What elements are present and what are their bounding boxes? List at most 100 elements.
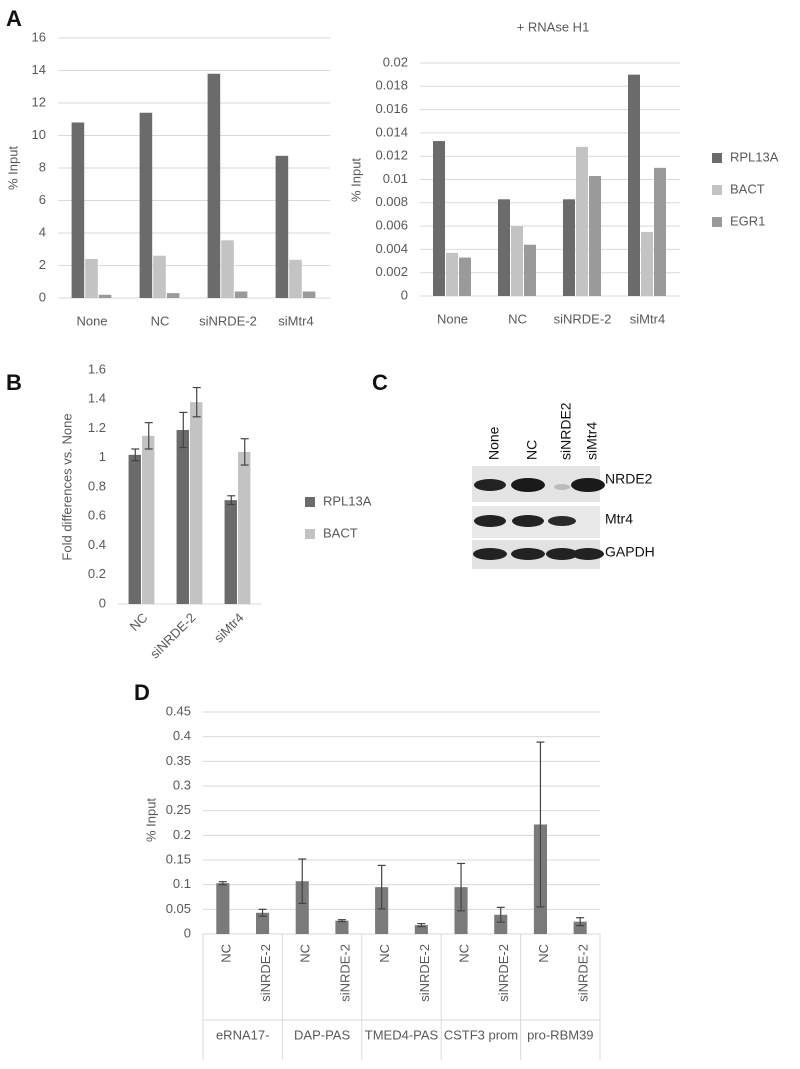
legend-swatch bbox=[712, 217, 722, 227]
bar bbox=[494, 914, 508, 934]
legend-label: RPL13A bbox=[730, 149, 779, 164]
bar bbox=[71, 122, 85, 298]
bar bbox=[654, 167, 666, 296]
y-axis-label: % Input bbox=[348, 158, 363, 202]
bar bbox=[433, 141, 445, 296]
error-bar bbox=[457, 862, 466, 912]
group-label: pro-RBM39 bbox=[527, 1027, 593, 1042]
bar bbox=[589, 176, 601, 296]
error-bar bbox=[536, 741, 545, 908]
y-axis-label: % Input bbox=[5, 146, 20, 190]
x-tick-label: None bbox=[437, 311, 468, 326]
error-bar bbox=[576, 917, 585, 927]
group-label: eRNA17- bbox=[216, 1027, 269, 1042]
bar bbox=[216, 883, 230, 934]
lane-label: None bbox=[486, 426, 502, 460]
bar bbox=[511, 226, 523, 296]
lane-label: NC bbox=[524, 440, 540, 460]
error-bar bbox=[337, 919, 346, 923]
chart: 0 0.05 0.1 0.15 0.2 0.25 0.3 0.35 0.4 0.45 % Input… bbox=[143, 703, 601, 1060]
chart-title: + RNAse H1 bbox=[517, 19, 590, 34]
y-tick-label: 0.05 bbox=[166, 901, 191, 916]
western-blot: None NC siNRDE2 siMtr4 NRDE2 Mtr4 GAPDH bbox=[472, 402, 655, 569]
row-label: GAPDH bbox=[605, 544, 655, 560]
bar bbox=[446, 252, 458, 296]
panel-letter: A bbox=[6, 6, 22, 31]
bar bbox=[224, 500, 237, 604]
bar bbox=[142, 435, 155, 604]
bar bbox=[459, 257, 471, 296]
x-tick-label: siNRDE-2 bbox=[258, 944, 273, 1002]
panel-letter: B bbox=[6, 370, 22, 395]
error-bar bbox=[131, 448, 140, 462]
y-tick-label: 0.016 bbox=[375, 101, 408, 116]
x-tick-label: siNRDE-2 bbox=[554, 311, 612, 326]
bar bbox=[275, 155, 289, 298]
band bbox=[511, 548, 545, 560]
bar bbox=[302, 291, 316, 298]
error-bar bbox=[298, 858, 307, 905]
legend-swatch bbox=[712, 153, 722, 163]
y-tick-label: 0.014 bbox=[375, 124, 408, 139]
error-bar bbox=[227, 495, 236, 506]
bar bbox=[641, 231, 653, 296]
bar bbox=[85, 259, 98, 298]
bar bbox=[375, 887, 389, 934]
bar bbox=[128, 454, 141, 604]
bar bbox=[255, 912, 270, 934]
y-tick-label: 0.008 bbox=[375, 194, 408, 209]
error-bar bbox=[377, 864, 386, 910]
group-label: TMED4-PAS bbox=[365, 1027, 439, 1042]
y-tick-label: 0.3 bbox=[173, 777, 191, 792]
y-tick-label: 0.4 bbox=[88, 537, 106, 552]
bar bbox=[295, 881, 309, 934]
error-bar bbox=[179, 411, 188, 449]
x-tick-label: siNRDE-2 bbox=[199, 313, 257, 328]
band bbox=[571, 478, 605, 492]
chart: 0 2 4 6 8 10 12 14 16 % Input None NC siNRDE-2 siMtr4 bbox=[5, 29, 330, 328]
y-tick-label: 0.4 bbox=[173, 728, 191, 743]
band bbox=[511, 478, 545, 492]
bar bbox=[153, 255, 166, 298]
bar bbox=[628, 74, 640, 297]
y-tick-label: 0.45 bbox=[166, 703, 191, 718]
x-tick-label: NC bbox=[127, 610, 151, 634]
x-tick-label: siNRDE-2 bbox=[576, 944, 591, 1002]
band bbox=[554, 484, 570, 490]
legend-label: RPL13A bbox=[323, 493, 372, 508]
y-tick-label: 0 bbox=[401, 287, 408, 302]
band bbox=[474, 515, 506, 527]
band bbox=[474, 479, 506, 491]
y-tick-label: 1.4 bbox=[88, 391, 106, 406]
bar bbox=[498, 199, 510, 296]
chart: 0 0.002 0.004 0.006 0.008 0.01 0.012 0.014 0.016… bbox=[348, 19, 778, 326]
bar bbox=[139, 112, 153, 298]
y-tick-label: 1 bbox=[99, 449, 106, 464]
x-tick-label: NC bbox=[298, 944, 313, 963]
legend-swatch bbox=[305, 529, 315, 539]
y-tick-label: 1.2 bbox=[88, 420, 106, 435]
x-tick-label: NC bbox=[508, 311, 527, 326]
y-tick-label: 6 bbox=[39, 192, 46, 207]
bar bbox=[576, 146, 588, 296]
band bbox=[546, 548, 578, 560]
y-axis-label: % Input bbox=[143, 798, 158, 842]
x-tick-label: siMtr4 bbox=[211, 610, 247, 646]
y-tick-label: 0.01 bbox=[383, 171, 408, 186]
x-tick-label: siMtr4 bbox=[278, 313, 313, 328]
error-bar bbox=[496, 906, 505, 923]
y-tick-label: 0.2 bbox=[173, 827, 191, 842]
bar bbox=[234, 291, 248, 298]
x-tick-label: siMtr4 bbox=[630, 311, 665, 326]
y-tick-label: 0 bbox=[184, 925, 191, 940]
y-tick-label: 0.002 bbox=[375, 264, 408, 279]
legend-label: BACT bbox=[730, 181, 765, 196]
band bbox=[548, 516, 576, 526]
legend-swatch bbox=[305, 497, 315, 507]
x-tick-label: NC bbox=[536, 944, 551, 963]
x-tick-label: NC bbox=[456, 944, 471, 963]
y-tick-label: 1.6 bbox=[88, 361, 106, 376]
legend-swatch bbox=[712, 185, 722, 195]
panel-letter: C bbox=[372, 370, 388, 395]
